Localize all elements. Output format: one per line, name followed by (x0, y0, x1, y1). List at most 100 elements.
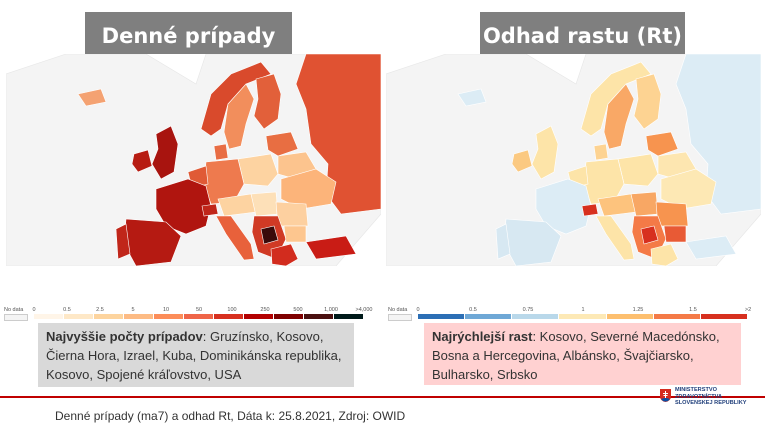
region-romania (275, 201, 309, 227)
region-sweden (223, 83, 255, 150)
region-ukraine (660, 168, 717, 210)
legend-swatch (334, 314, 364, 319)
legend-swatch (653, 314, 701, 319)
fastest-growth-label: Najrýchlejší rast (432, 329, 533, 344)
region-italy (215, 215, 255, 261)
region-poland (237, 153, 279, 187)
footer-divider (0, 396, 765, 398)
source-footer: Denné prípady (ma7) a odhad Rt, Dáta k: … (55, 409, 406, 423)
ministry-line-1: MINISTERSTVO (675, 387, 717, 393)
ministry-logo: MINISTERSTVO ZDRAVOTNÍCTVA SLOVENSKEJ RE… (660, 387, 760, 415)
highest-cases-label: Najvyššie počty prípadov (46, 329, 203, 344)
legend-no-data-swatch (4, 314, 28, 321)
right-map-title-text: Odhad rastu (Rt) (482, 24, 683, 48)
region-denmark (593, 143, 609, 161)
region-ukraine (280, 168, 337, 210)
daily-cases-map (6, 54, 381, 266)
region-portugal (115, 223, 131, 260)
region-bulgaria (283, 225, 307, 243)
legend-swatch (274, 314, 304, 319)
highest-cases-text: : Gruzínsko, Kosovo, Čierna Hora, Izrael… (46, 329, 342, 382)
region-italy (595, 215, 635, 261)
legend-tick-label: 100 (227, 307, 237, 313)
legend-swatch (700, 314, 748, 319)
legend-tick-label: 0.5 (469, 307, 477, 313)
region-turkey (305, 235, 357, 260)
region-poland (617, 153, 659, 187)
legend-no-data-swatch (388, 314, 412, 321)
fastest-growth-note: Najrýchlejší rast: Kosovo, Severné Maced… (424, 323, 741, 385)
legend-tick-label: 0.5 (63, 307, 71, 313)
legend-swatch (304, 314, 334, 319)
region-uk (151, 125, 179, 180)
region-finland (253, 73, 282, 130)
region-ireland (131, 149, 153, 173)
growth-rate-legend: No data 0 0.5 0.75 1 1.25 1.5 >2 (388, 298, 758, 322)
legend-swatch (214, 314, 244, 319)
legend-swatch (559, 314, 607, 319)
legend-tick-label: 1,000 (324, 307, 338, 313)
legend-tick-label: 500 (293, 307, 303, 313)
legend-color-scale (418, 314, 748, 319)
region-switzerland (581, 203, 599, 217)
legend-tick-label: 1.25 (632, 307, 644, 313)
highest-cases-note: Najvyššie počty prípadov: Gruzínsko, Kos… (38, 323, 354, 387)
legend-tick-label: 0 (32, 307, 36, 313)
ministry-name: MINISTERSTVO ZDRAVOTNÍCTVA SLOVENSKEJ RE… (675, 387, 747, 407)
ministry-line-2: ZDRAVOTNÍCTVA (675, 393, 723, 400)
region-france (535, 178, 592, 235)
legend-swatch (184, 314, 214, 319)
region-greece (650, 243, 679, 266)
region-greece (270, 243, 299, 266)
legend-tick-label: 250 (260, 307, 270, 313)
region-sweden (603, 83, 635, 150)
slovak-crest-icon (660, 389, 671, 402)
region-romania (655, 201, 689, 227)
legend-tick-labels: 0 0.5 0.75 1 1.25 1.5 >2 (416, 307, 752, 315)
legend-swatch (64, 314, 94, 319)
legend-tick-label: 10 (162, 307, 170, 313)
legend-tick-label: >2 (744, 307, 752, 313)
legend-swatch (124, 314, 154, 319)
daily-cases-legend: No data 0 0.5 2.5 5 10 50 100 250 500 1,000 >4,000 (4, 298, 374, 322)
region-hungary (250, 191, 279, 217)
left-map-title-text: Denné prípady (101, 24, 276, 48)
legend-no-data-label: No data (4, 307, 24, 313)
legend-tick-label: 1 (581, 307, 585, 313)
legend-color-scale (34, 314, 364, 319)
region-turkey (685, 235, 737, 260)
legend-tick-label: 50 (195, 307, 203, 313)
region-france (155, 178, 212, 235)
legend-swatch (154, 314, 184, 319)
region-baltics (265, 131, 299, 157)
fastest-growth-text: : Kosovo, Severné Macedónsko, Bosna a He… (432, 329, 720, 382)
legend-no-data-label: No data (388, 307, 408, 313)
region-ireland (511, 149, 533, 173)
legend-swatch (465, 314, 513, 319)
legend-swatch (418, 314, 466, 319)
legend-tick-label: 2.5 (96, 307, 104, 313)
legend-swatch (606, 314, 654, 319)
legend-tick-label: 0 (416, 307, 420, 313)
region-finland (633, 73, 662, 130)
legend-swatch (512, 314, 560, 319)
region-portugal (495, 223, 511, 260)
region-denmark (213, 143, 229, 161)
region-hungary (630, 191, 659, 217)
legend-tick-label: 1.5 (689, 307, 697, 313)
region-baltics (645, 131, 679, 157)
legend-tick-label: >4,000 (355, 307, 373, 313)
legend-swatch (94, 314, 124, 319)
right-map-title: Odhad rastu (Rt) (480, 12, 685, 60)
legend-swatch (244, 314, 274, 319)
legend-tick-label: 0.75 (522, 307, 534, 313)
legend-tick-labels: 0 0.5 2.5 5 10 50 100 250 500 1,000 >4,000 (32, 307, 372, 315)
region-iceland (77, 88, 107, 107)
growth-rate-map (386, 54, 761, 266)
region-montenegro-kosovo (640, 225, 659, 245)
region-montenegro-kosovo (260, 225, 279, 245)
region-iceland (457, 88, 487, 107)
region-bulgaria (663, 225, 687, 243)
region-uk (531, 125, 559, 180)
region-switzerland (201, 203, 219, 217)
